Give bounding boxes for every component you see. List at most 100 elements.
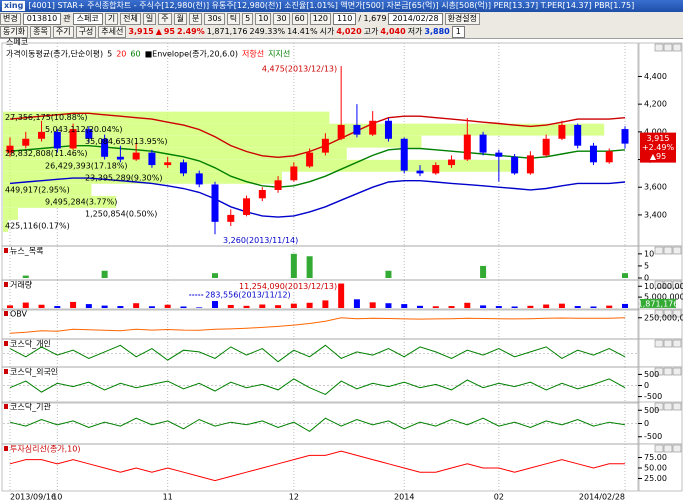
- toolbar-item[interactable]: 스페코: [72, 12, 103, 25]
- panel-button[interactable]: [663, 367, 673, 376]
- bar: [527, 305, 534, 308]
- last-price-box: [640, 132, 676, 163]
- bar: [590, 306, 597, 308]
- toolbar-item[interactable]: 일: [142, 12, 157, 25]
- candle-body: [274, 180, 282, 190]
- toolbar-item[interactable]: 30s: [204, 12, 225, 25]
- panel-button[interactable]: [672, 339, 682, 348]
- panel-icon: [4, 341, 8, 346]
- quote-item: 3,880: [424, 27, 450, 36]
- toolbar-item: 관: [63, 14, 71, 23]
- toolbar-item[interactable]: 013810: [22, 12, 62, 25]
- panel-button[interactable]: [654, 444, 664, 453]
- quote-item[interactable]: 1: [451, 25, 465, 38]
- bar: [495, 306, 502, 308]
- legend-entry: 60: [130, 50, 140, 59]
- panel-button[interactable]: [663, 246, 673, 255]
- bar: [259, 304, 266, 308]
- panel-button[interactable]: [654, 339, 664, 348]
- toolbar-item[interactable]: 전체: [120, 12, 141, 25]
- volume-profile-band: [3, 183, 92, 196]
- panel-button[interactable]: [663, 43, 673, 52]
- quote-item: 고가: [363, 27, 379, 36]
- panel-button[interactable]: [663, 402, 673, 411]
- toolbar-item[interactable]: 110: [333, 12, 357, 25]
- y-tick-label: 4,200: [644, 100, 667, 109]
- bar: [7, 305, 13, 308]
- x-tick-label: 02: [494, 493, 504, 502]
- bar: [70, 301, 77, 308]
- panel-button[interactable]: [654, 280, 664, 289]
- volume-profile-label: 449,917(2.95%): [5, 185, 70, 194]
- quote-item[interactable]: 추세선: [98, 25, 127, 38]
- toolbar-item[interactable]: 10: [255, 12, 272, 25]
- indicator-line: [9, 317, 626, 334]
- x-tick-label: 2014/02/28: [579, 493, 625, 502]
- candle-body: [148, 152, 156, 166]
- toolbar-item[interactable]: 월: [173, 12, 187, 25]
- y-tick-label: 250,000,000: [644, 313, 683, 322]
- candle-body: [574, 124, 582, 146]
- y-tick-label: 5: [644, 261, 649, 270]
- panel-icon: [4, 404, 8, 409]
- last-value-label: 1,871,176: [638, 299, 679, 308]
- candle-body: [179, 162, 187, 174]
- toolbar-item[interactable]: 기: [104, 12, 119, 25]
- toolbar-item[interactable]: 주: [158, 12, 172, 25]
- panel-button[interactable]: [672, 367, 682, 376]
- panel-button[interactable]: [654, 43, 664, 52]
- panel-button[interactable]: [663, 444, 673, 453]
- max-label: 4,475(2013/12/13): [262, 65, 337, 74]
- toolbar-item[interactable]: 환경설정: [444, 12, 481, 25]
- y-tick-label: 50.00: [644, 464, 667, 473]
- panel-button[interactable]: [663, 309, 673, 318]
- panel-button[interactable]: [672, 402, 682, 411]
- toolbar-item[interactable]: 틱: [226, 12, 241, 25]
- panel-button[interactable]: [654, 309, 664, 318]
- panel-button[interactable]: [654, 246, 664, 255]
- panel-title: 거래량: [10, 280, 33, 290]
- quote-item[interactable]: 주기: [52, 25, 74, 38]
- y-tick-label: 10,000,000: [644, 282, 683, 291]
- legend-entry: 20: [116, 50, 126, 59]
- y-tick-label: -500: [644, 392, 662, 401]
- bar: [101, 305, 108, 308]
- panel-button[interactable]: [672, 280, 682, 289]
- bar: [480, 265, 487, 278]
- y-tick-label: 500: [644, 370, 659, 379]
- bar: [22, 275, 29, 278]
- panel-button[interactable]: [672, 309, 682, 318]
- legend-entry: ■Envelope(종가,20,6.0): [145, 50, 238, 59]
- toolbar-item[interactable]: 분: [188, 12, 203, 25]
- panel-button[interactable]: [663, 339, 673, 348]
- candle-body: [369, 120, 377, 135]
- toolbar-item[interactable]: 변경: [0, 12, 21, 25]
- bar: [54, 306, 61, 308]
- panel-button[interactable]: [654, 367, 664, 376]
- panel-button[interactable]: [672, 246, 682, 255]
- panel-button[interactable]: [672, 43, 682, 52]
- toolbar-item[interactable]: 2014/02/28: [388, 12, 443, 25]
- candle-body: [432, 165, 440, 174]
- volume-profile-label: 26,429,393(17.18%): [45, 161, 128, 170]
- quote-item[interactable]: 종목: [30, 25, 51, 38]
- quote-item[interactable]: 구성: [75, 25, 97, 38]
- chart-title: 스페코: [6, 38, 28, 47]
- candle-body: [621, 129, 629, 144]
- candle-body: [479, 134, 487, 153]
- quote-item[interactable]: 동기화: [0, 25, 29, 38]
- toolbar-item[interactable]: 120: [309, 12, 332, 25]
- bar: [243, 305, 250, 308]
- panel-button[interactable]: [663, 280, 673, 289]
- y-tick-label: 10: [644, 249, 654, 258]
- toolbar-item[interactable]: 5: [242, 12, 254, 25]
- volume-profile-band: [3, 195, 117, 208]
- toolbar-item[interactable]: 60: [291, 12, 308, 25]
- panel-button[interactable]: [654, 402, 664, 411]
- toolbar-item[interactable]: 30: [273, 12, 290, 25]
- volume-profile-label: 9,495,284(3.77%): [45, 197, 117, 206]
- y-tick-label: 0: [644, 419, 649, 428]
- candle-body: [195, 173, 203, 185]
- panel-button[interactable]: [672, 444, 682, 453]
